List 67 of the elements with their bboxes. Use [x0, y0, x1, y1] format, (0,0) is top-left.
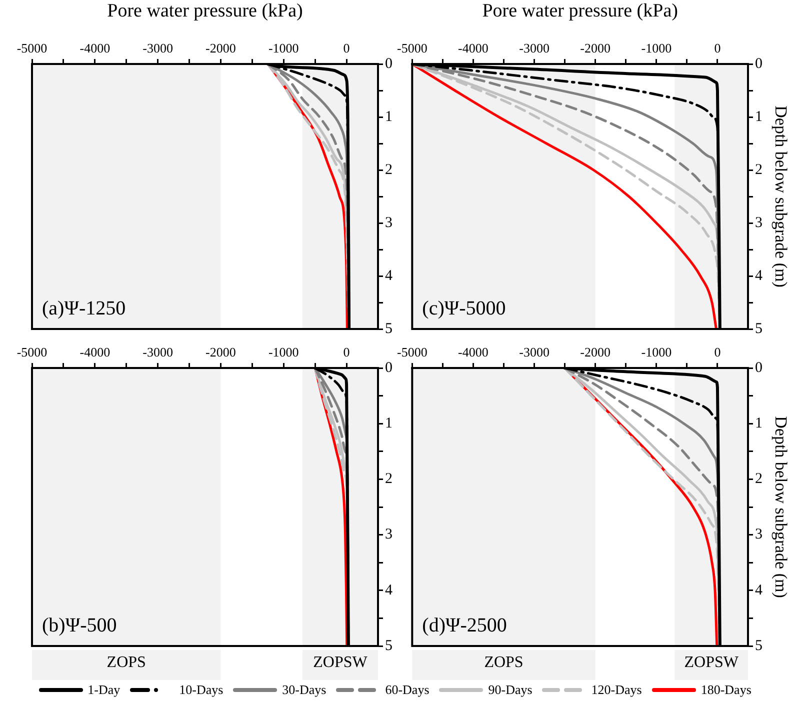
x-tick-label: -2000	[580, 344, 611, 360]
x-tick-label: -4000	[458, 344, 488, 360]
y-tick-label: 2	[385, 162, 392, 178]
band-label: ZOPS	[106, 654, 146, 672]
x-tick-label: -1000	[268, 344, 299, 360]
y-tick-label: 2	[755, 162, 762, 178]
band-label: ZOPSW	[313, 654, 368, 672]
annotation: (d)Ψ-2500	[422, 614, 507, 636]
band-label: ZOPSW	[684, 654, 740, 672]
x-tick-label: 0	[343, 344, 350, 360]
y-tick-label: 2	[385, 471, 392, 488]
x-tick-label: 0	[714, 40, 721, 56]
y-axis-title: Depth below subgrade (m)	[771, 416, 790, 598]
annotation: (c)Ψ-5000	[422, 297, 506, 320]
legend-label: 90-Days	[488, 682, 532, 698]
x-tick-label: -1000	[641, 40, 672, 56]
y-tick-label: 5	[385, 320, 392, 337]
x-tick-label: -2000	[206, 344, 236, 360]
legend-label: 10-Days	[179, 682, 224, 698]
y-tick-label: 1	[755, 416, 762, 432]
annotation: (a)Ψ-1250	[42, 297, 126, 320]
x-tick-label: -5000	[16, 40, 48, 56]
legend-label: 120-Days	[591, 682, 642, 698]
x-tick-label: -5000	[396, 344, 428, 360]
y-tick-label: 3	[755, 526, 762, 543]
y-tick-label: 3	[385, 526, 392, 543]
y-tick-label: 4	[755, 268, 763, 284]
y-tick-label: 5	[755, 638, 762, 654]
y-tick-label: 2	[755, 471, 762, 488]
y-axis-title: Depth below subgrade (m)	[771, 106, 790, 288]
x-tick-label: -3000	[519, 40, 550, 56]
band-label: ZOPS	[484, 654, 524, 672]
y-tick-label: 0	[385, 360, 392, 376]
legend-label: 1-Day	[88, 682, 120, 698]
x-tick-label: -3000	[519, 344, 550, 360]
y-tick-label: 1	[385, 416, 392, 432]
x-tick-label: 0	[714, 344, 721, 360]
y-tick-label: 0	[385, 56, 392, 72]
x-tick-label: -4000	[458, 40, 488, 56]
y-tick-label: 1	[755, 108, 762, 125]
y-tick-label: 5	[755, 320, 762, 337]
y-tick-label: 3	[755, 214, 762, 231]
x-axis-title: Pore water pressure (kPa)	[107, 0, 303, 22]
y-tick-label: 0	[755, 56, 762, 72]
y-tick-label: 4	[385, 582, 393, 598]
x-axis-title: Pore water pressure (kPa)	[482, 0, 678, 22]
x-tick-label: -4000	[80, 40, 110, 56]
x-tick-label: -3000	[142, 40, 173, 56]
legend-label: 180-Days	[700, 682, 752, 698]
x-tick-label: -5000	[396, 40, 428, 56]
x-tick-label: -2000	[580, 40, 611, 56]
x-tick-label: -1000	[268, 40, 299, 56]
y-tick-label: 1	[385, 108, 392, 125]
annotation: (b)Ψ-500	[42, 614, 117, 636]
x-tick-label: -2000	[206, 40, 236, 56]
legend-label: 60-Days	[385, 682, 430, 698]
y-tick-label: 3	[385, 214, 392, 231]
y-tick-label: 0	[755, 360, 762, 376]
x-tick-label: -3000	[142, 344, 173, 360]
y-tick-label: 4	[755, 582, 763, 598]
x-tick-label: -1000	[641, 344, 672, 360]
legend-label: 30-Days	[282, 682, 326, 698]
x-tick-label: 0	[343, 40, 350, 56]
y-tick-label: 5	[385, 638, 392, 654]
x-tick-label: -5000	[16, 344, 48, 360]
x-tick-label: -4000	[80, 344, 110, 360]
y-tick-label: 4	[385, 268, 393, 284]
